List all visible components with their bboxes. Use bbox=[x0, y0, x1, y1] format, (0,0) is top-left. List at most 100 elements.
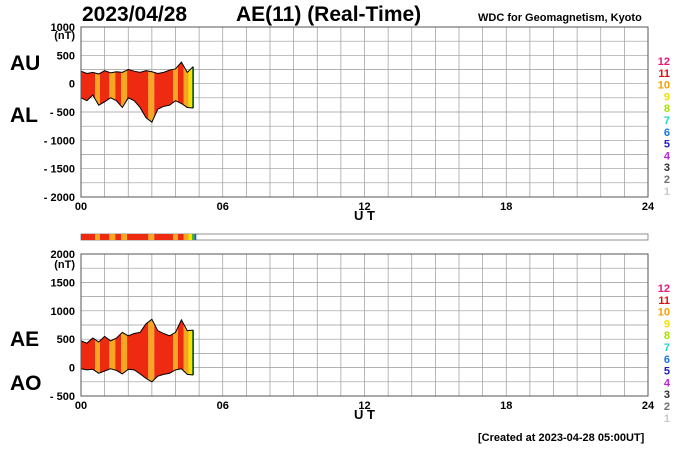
legend-level-label: 10 bbox=[658, 80, 670, 92]
legend-level-label: 7 bbox=[664, 115, 670, 127]
x-axis-label: U T bbox=[354, 208, 375, 223]
legend-level-label: 4 bbox=[664, 377, 671, 389]
y-tick-label: - 500 bbox=[50, 107, 75, 119]
activity-band bbox=[192, 319, 194, 382]
activity-band bbox=[188, 62, 193, 123]
legend-level-label: 3 bbox=[664, 389, 670, 401]
index-bar-segment bbox=[127, 234, 149, 240]
index-bar-segment bbox=[194, 234, 197, 240]
y-tick-label: - 2000 bbox=[44, 192, 75, 204]
legend-level-label: 1 bbox=[664, 413, 670, 425]
activity-band bbox=[109, 319, 116, 382]
activity-band bbox=[177, 319, 184, 382]
legend-level-label: 7 bbox=[664, 342, 670, 354]
x-tick-label: 12 bbox=[358, 400, 370, 412]
activity-band bbox=[109, 62, 116, 123]
index-bar-segment bbox=[99, 234, 110, 240]
legend-level-label: 6 bbox=[664, 127, 670, 139]
activity-band bbox=[99, 319, 110, 382]
series-label: AL bbox=[10, 104, 38, 127]
y-tick-label: - 1000 bbox=[44, 135, 75, 147]
activity-band bbox=[121, 319, 128, 382]
x-axis-label: U T bbox=[354, 407, 375, 422]
y-tick-label: 2000 bbox=[51, 249, 75, 261]
activity-band bbox=[188, 319, 193, 382]
legend-level-label: 6 bbox=[664, 354, 670, 366]
activity-band bbox=[121, 62, 128, 123]
y-tick-label: 500 bbox=[57, 334, 75, 346]
index-bar-segment bbox=[121, 234, 128, 240]
legend-level-label: 8 bbox=[664, 330, 670, 342]
legend-level-label: 5 bbox=[664, 366, 670, 378]
ae-index-bar bbox=[80, 233, 649, 241]
y-unit-label: (nT) bbox=[54, 30, 75, 42]
legend-level-label: 12 bbox=[658, 283, 670, 295]
index-bar-segment bbox=[177, 234, 184, 240]
index-bar-segment bbox=[109, 234, 116, 240]
legend-level-label: 12 bbox=[658, 56, 670, 68]
x-tick-label: 06 bbox=[217, 400, 229, 412]
legend-level-label: 3 bbox=[664, 162, 670, 174]
series-lower-line bbox=[80, 368, 194, 383]
activity-band bbox=[173, 62, 178, 123]
x-tick-label: 18 bbox=[500, 201, 512, 213]
y-tick-label: 500 bbox=[57, 50, 75, 62]
activity-band bbox=[95, 319, 100, 382]
activity-band bbox=[99, 62, 110, 123]
y-tick-label: 1000 bbox=[51, 22, 75, 34]
y-tick-label: 0 bbox=[69, 363, 75, 375]
series-upper-line bbox=[80, 61, 194, 75]
index-bar-segment bbox=[81, 234, 96, 240]
x-tick-label: 00 bbox=[75, 400, 87, 412]
legend-level-label: 9 bbox=[664, 318, 670, 330]
index-bar-segment bbox=[173, 234, 178, 240]
x-tick-label: 24 bbox=[642, 201, 655, 213]
series-lower-line bbox=[80, 94, 194, 123]
created-footer: [Created at 2023-04-28 05:00UT] bbox=[478, 432, 645, 444]
source-label: WDC for Geomagnetism, Kyoto bbox=[478, 12, 642, 24]
x-tick-label: 12 bbox=[358, 201, 370, 213]
plot-frame bbox=[80, 253, 649, 397]
legend-level-label: 10 bbox=[658, 307, 670, 319]
panel-2 bbox=[80, 253, 649, 397]
legend-level-label: 5 bbox=[664, 139, 670, 151]
date-title: 2023/04/28 bbox=[82, 3, 188, 26]
activity-band bbox=[115, 62, 122, 123]
series-label: AE bbox=[10, 328, 39, 351]
y-tick-label: - 500 bbox=[50, 391, 75, 403]
activity-band bbox=[183, 319, 189, 382]
activity-band bbox=[115, 319, 122, 382]
series-upper-line bbox=[80, 318, 194, 344]
y-tick-label: - 1500 bbox=[44, 164, 75, 176]
plot-frame bbox=[80, 26, 649, 198]
index-bar-segment bbox=[148, 234, 155, 240]
activity-band bbox=[148, 62, 155, 123]
index-bar-segment bbox=[154, 234, 174, 240]
legend-level-label: 11 bbox=[658, 295, 670, 307]
index-bar-segment bbox=[95, 234, 100, 240]
legend-level-label: 8 bbox=[664, 103, 670, 115]
x-tick-label: 00 bbox=[75, 201, 87, 213]
legend-level-label: 11 bbox=[658, 68, 670, 80]
series-label: AO bbox=[10, 372, 42, 395]
index-title: AE(11) (Real-Time) bbox=[236, 3, 422, 26]
activity-band bbox=[148, 319, 155, 382]
activity-band bbox=[177, 62, 184, 123]
y-tick-label: 1000 bbox=[51, 306, 75, 318]
x-tick-label: 24 bbox=[642, 400, 655, 412]
y-tick-label: 0 bbox=[69, 79, 75, 91]
activity-band bbox=[173, 319, 178, 382]
y-unit-label: (nT) bbox=[54, 259, 75, 271]
activity-band bbox=[95, 62, 100, 123]
x-tick-label: 18 bbox=[500, 400, 512, 412]
index-bar-segment bbox=[115, 234, 122, 240]
legend-level-label: 4 bbox=[664, 150, 671, 162]
series-label: AU bbox=[10, 52, 40, 75]
legend-level-label: 2 bbox=[664, 174, 670, 186]
activity-band bbox=[127, 319, 149, 382]
legend-level-label: 9 bbox=[664, 91, 670, 103]
activity-band bbox=[192, 62, 194, 123]
index-bar-segment bbox=[183, 234, 189, 240]
